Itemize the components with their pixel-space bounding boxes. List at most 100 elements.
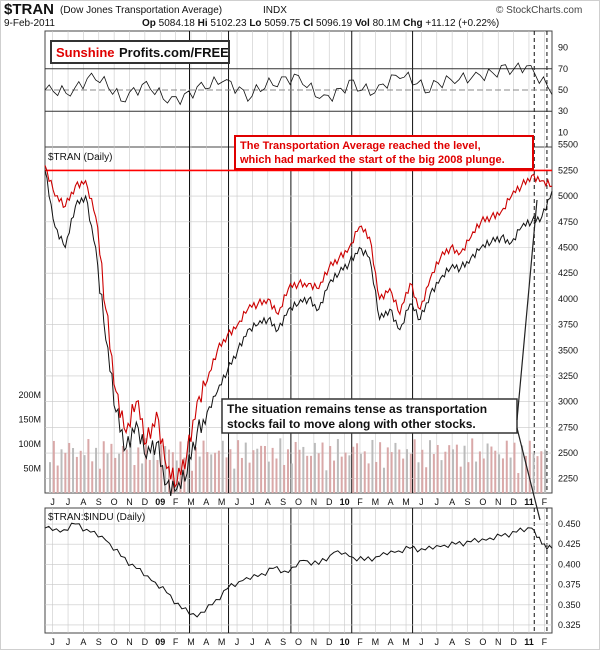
volume-bar	[141, 463, 144, 493]
volume-bar	[440, 460, 443, 493]
volume-bar	[348, 455, 351, 493]
volume-bar	[110, 443, 113, 493]
volume-bar	[283, 464, 286, 493]
ratio-x-tick-label: N	[495, 637, 502, 647]
price-x-tick-label: A	[203, 497, 209, 507]
volume-bar	[544, 449, 547, 493]
volume-bar	[471, 438, 474, 493]
volume-y-tick-label: 100M	[18, 439, 41, 449]
ratio-x-tick-label: A	[388, 637, 394, 647]
volume-bar	[394, 442, 397, 493]
indicator-line	[44, 62, 553, 106]
red-annotation-line1: The Transportation Average reached the l…	[240, 140, 481, 152]
volume-bar	[509, 457, 512, 493]
ratio-y-tick-label: 0.350	[558, 600, 581, 610]
volume-bar	[225, 457, 228, 493]
volume-bar	[221, 440, 224, 493]
volume-bar	[321, 442, 324, 493]
volume-bar	[217, 450, 220, 493]
volume-bar	[56, 465, 59, 493]
volume-bar	[452, 449, 455, 493]
volume-bar	[202, 440, 205, 493]
price-y-tick-label: 2250	[558, 474, 578, 484]
price-y-tick-label: 4000	[558, 294, 578, 304]
volume-bar	[524, 455, 527, 493]
volume-bar	[95, 447, 98, 493]
volume-bar	[505, 440, 508, 493]
volume-bar	[352, 446, 355, 493]
price-x-tick-label: D	[510, 497, 517, 507]
ratio-x-tick-label: D	[510, 637, 517, 647]
volume-bar	[390, 452, 393, 493]
annotation-pointer-price	[516, 199, 538, 421]
volume-bar	[191, 470, 194, 493]
volume-bar	[455, 444, 458, 493]
open-label: Op	[142, 18, 156, 29]
ratio-x-tick-label: J	[50, 637, 55, 647]
ratio-x-tick-label: F	[173, 637, 179, 647]
ratio-x-tick-label: F	[357, 637, 363, 647]
volume-bar	[436, 445, 439, 493]
volume-bar	[359, 453, 362, 493]
volume-bar	[240, 457, 243, 493]
ratio-x-tick-label: 10	[340, 637, 350, 647]
volume-bar	[490, 446, 493, 493]
volume-bar	[540, 451, 543, 493]
ratio-y-tick-label: 0.325	[558, 620, 581, 630]
volume-bar	[429, 440, 432, 493]
volume-bar	[517, 473, 520, 493]
volume-bar	[64, 452, 67, 493]
volume-bar	[421, 449, 424, 493]
ratio-line	[44, 522, 553, 618]
volume-bar	[494, 450, 497, 493]
low-label: Lo	[249, 18, 262, 29]
ratio-x-tick-label: A	[203, 637, 209, 647]
price-y-tick-label: 5000	[558, 191, 578, 201]
close-value: 5096.19	[316, 18, 353, 29]
volume-bar	[175, 460, 178, 493]
volume-label: Vol	[354, 18, 370, 29]
indicator-y-tick-label: 50	[558, 85, 568, 95]
volume-bar	[125, 449, 128, 493]
ratio-x-tick-label: M	[187, 637, 195, 647]
volume-bar	[306, 455, 309, 493]
volume-bar	[463, 445, 466, 493]
volume-bar	[164, 446, 167, 493]
high-value: 5102.23	[210, 18, 247, 29]
price-x-tick-label: J	[235, 497, 240, 507]
volume-bar	[87, 439, 90, 493]
volume-bar	[448, 445, 451, 493]
ratio-y-tick-label: 0.400	[558, 559, 581, 569]
price-x-tick-label: M	[402, 497, 410, 507]
ratio-x-tick-label: S	[280, 637, 286, 647]
ratio-x-tick-label: D	[326, 637, 333, 647]
volume-bar	[210, 454, 213, 493]
price-x-tick-label: D	[326, 497, 333, 507]
ratio-x-tick-label: J	[66, 637, 71, 647]
red-annotation-box	[234, 135, 534, 170]
indicator-y-tick-label: 90	[558, 43, 568, 53]
volume-bar	[194, 447, 197, 493]
volume-bar	[60, 449, 63, 493]
volume-bar	[75, 456, 78, 493]
price-x-tick-label: A	[449, 497, 455, 507]
price-x-tick-label: J	[50, 497, 55, 507]
volume-bar	[313, 442, 316, 493]
volume-bar	[118, 453, 121, 493]
volume-bar	[409, 453, 412, 493]
volume-bar	[79, 450, 82, 493]
price-x-tick-label: S	[96, 497, 102, 507]
volume-bar	[229, 449, 232, 493]
volume-bar	[482, 458, 485, 493]
volume-bar	[317, 453, 320, 493]
red-annotation-line2: which had marked the start of the big 20…	[239, 154, 505, 166]
volume-bar	[49, 462, 51, 493]
ratio-x-tick-label: S	[96, 637, 102, 647]
price-x-tick-label: A	[80, 497, 86, 507]
volume-bar	[144, 438, 147, 493]
volume-bar	[528, 440, 531, 493]
price-y-tick-label: 3250	[558, 371, 578, 381]
price-x-tick-label: M	[372, 497, 380, 507]
black-annotation-line2: stocks fail to move along with other sto…	[227, 417, 476, 431]
volume-bar	[237, 440, 240, 493]
